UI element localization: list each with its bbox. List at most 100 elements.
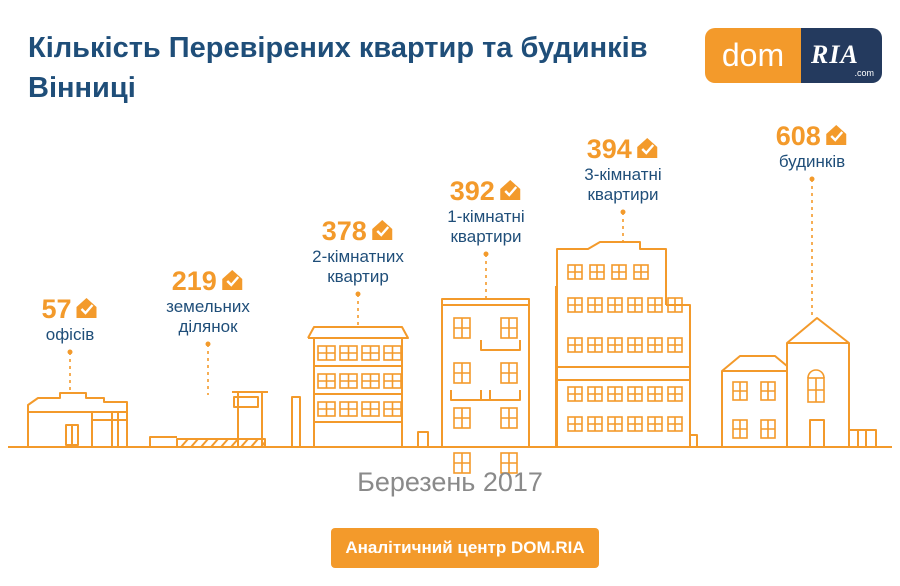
house-check-icon [372, 220, 393, 240]
category-label: офісів [46, 325, 95, 344]
data-value: 57 [42, 294, 72, 324]
leader-dot [67, 349, 73, 355]
window-frame [668, 387, 682, 401]
window-frame [668, 298, 682, 312]
window-frame [628, 338, 642, 352]
logo-dom: dom [705, 28, 801, 83]
window-frame [608, 387, 622, 401]
window-frame [733, 382, 747, 400]
window-frame [501, 318, 517, 338]
category-label: будинків [779, 152, 845, 171]
logo-ria-suffix: .com [854, 68, 874, 78]
window-frame [608, 417, 622, 431]
window-frame [340, 374, 357, 388]
window-frame [568, 417, 582, 431]
window-frame [808, 378, 824, 402]
analytics-center-badge[interactable]: Аналітичний центр DOM.RIA [331, 528, 599, 568]
window-frame [501, 363, 517, 383]
category-label: 2-кімнатних [312, 247, 404, 266]
window-frame [454, 408, 470, 428]
window-frame [668, 417, 682, 431]
window-frame [318, 374, 335, 388]
leader-dot [809, 176, 815, 182]
window-frame [384, 402, 401, 416]
window-frame [648, 338, 662, 352]
house-check-icon [826, 125, 847, 145]
window-frame [454, 363, 470, 383]
window-frame [501, 408, 517, 428]
window-frame [568, 338, 582, 352]
window-frame [362, 374, 379, 388]
window-frame [761, 420, 775, 438]
leader-dot [483, 251, 489, 257]
window-frame [340, 402, 357, 416]
house-check-icon [637, 138, 658, 158]
dom-ria-logo[interactable]: dom RIA .com [705, 28, 882, 83]
window-frame [648, 387, 662, 401]
house-check-icon [500, 180, 521, 200]
building-houses [721, 317, 877, 448]
window-frame [454, 453, 470, 473]
leader-dot [205, 341, 211, 347]
window-frame [362, 346, 379, 360]
data-value: 394 [587, 134, 632, 164]
window-frame [568, 265, 582, 279]
window-frame [608, 338, 622, 352]
window-frame [384, 374, 401, 388]
logo-ria-text: RIA [811, 40, 859, 69]
category-label: земельних [166, 297, 250, 316]
category-label: квартири [450, 227, 521, 246]
data-value: 608 [776, 121, 821, 151]
date-label: Березень 2017 [357, 467, 543, 497]
data-value: 378 [322, 216, 367, 246]
window-frame [634, 265, 648, 279]
window-frame [568, 387, 582, 401]
house-check-icon [222, 270, 243, 290]
window-frame [628, 298, 642, 312]
window-frame [588, 387, 602, 401]
category-label: квартир [327, 267, 389, 286]
category-label: 3-кімнатні [584, 165, 661, 184]
window-frame [362, 402, 379, 416]
window-frame [590, 265, 604, 279]
window-frame [733, 420, 747, 438]
leader-dot [355, 291, 361, 297]
page-title: Кількість Перевірених квартир та будинкі… [28, 32, 648, 104]
building-land [149, 391, 268, 448]
window-arch [807, 369, 825, 379]
window-frame [761, 382, 775, 400]
window-frame [588, 298, 602, 312]
logo-ria: RIA .com [801, 28, 882, 83]
window-frame [454, 318, 470, 338]
window-frame [318, 346, 335, 360]
window-frame [384, 346, 401, 360]
building-offices [27, 392, 128, 447]
window-frame [608, 298, 622, 312]
window-frame [340, 346, 357, 360]
building-2-rooms [291, 326, 429, 448]
window-frame [568, 298, 582, 312]
category-label: 1-кімнатні [447, 207, 524, 226]
house-check-icon [76, 298, 97, 318]
window-frame [612, 265, 626, 279]
window-frame [628, 387, 642, 401]
window-frame [588, 338, 602, 352]
window-frame [668, 338, 682, 352]
category-label: ділянок [178, 317, 238, 336]
window-frame [501, 453, 517, 473]
window-frame [318, 402, 335, 416]
category-label: квартири [587, 185, 658, 204]
data-value: 392 [450, 176, 495, 206]
window-frame [628, 417, 642, 431]
window-frame [588, 417, 602, 431]
window-frame [648, 417, 662, 431]
leader-dot [620, 209, 626, 215]
building-3-rooms [556, 241, 698, 447]
